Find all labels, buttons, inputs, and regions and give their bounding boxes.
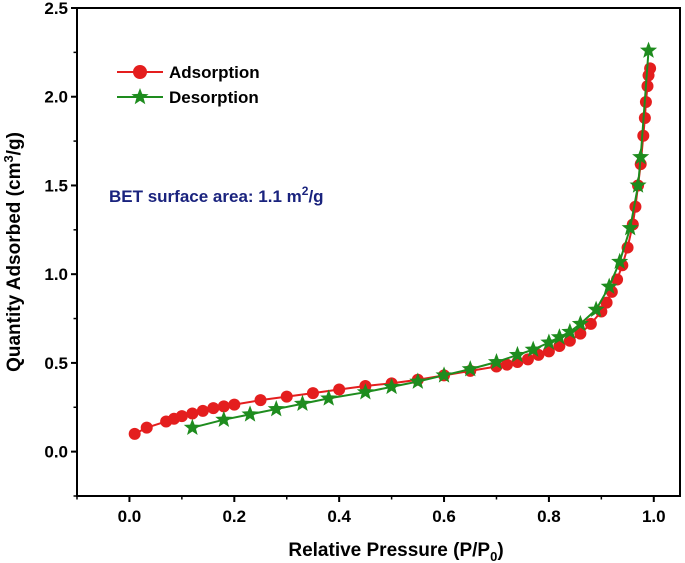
- adsorption-point: [553, 340, 566, 353]
- desorption-line: [192, 50, 650, 429]
- desorption-point: [409, 372, 427, 389]
- adsorption-point: [280, 390, 293, 403]
- adsorption-point: [639, 96, 652, 109]
- plot-frame: [76, 7, 681, 497]
- adsorption-point: [333, 383, 346, 396]
- adsorption-point: [196, 404, 209, 417]
- desorption-point: [320, 389, 338, 406]
- legend: Adsorption Desorption: [117, 63, 260, 107]
- desorption-point: [461, 360, 479, 377]
- x-axis-ticks: 0.0 0.2 0.4 0.6 0.8 1.0: [76, 496, 666, 526]
- desorption-point: [540, 333, 558, 350]
- y-tick-label: 1.5: [44, 176, 68, 195]
- legend-adsorption-label: Adsorption: [169, 63, 260, 82]
- legend-adsorption-marker: [133, 65, 147, 79]
- x-tick-label: 0.8: [537, 507, 561, 526]
- desorption-point: [183, 418, 201, 435]
- desorption-point: [629, 176, 647, 193]
- adsorption-point: [306, 387, 319, 400]
- desorption-point: [487, 353, 506, 370]
- adsorption-point: [228, 398, 241, 411]
- adsorption-point: [563, 334, 576, 347]
- desorption-point: [587, 300, 605, 317]
- x-axis-title: Relative Pressure (P/P0): [288, 540, 503, 563]
- desorption-point: [241, 405, 259, 422]
- desorption-point: [383, 377, 401, 395]
- adsorption-point: [638, 112, 651, 125]
- adsorption-point: [521, 353, 534, 366]
- bet-surface-area-annotation: BET surface area: 1.1 m2/g: [109, 184, 324, 206]
- adsorption-point: [629, 200, 642, 213]
- desorption-point: [611, 252, 629, 270]
- adsorption-point: [128, 427, 141, 440]
- desorption-point: [215, 410, 233, 427]
- y-tick-label: 0.5: [44, 354, 68, 373]
- desorption-point: [293, 394, 312, 411]
- desorption-point: [267, 400, 285, 417]
- adsorption-point: [637, 129, 650, 142]
- y-tick-label: 0.0: [44, 443, 68, 462]
- series-adsorption: [128, 62, 657, 440]
- desorption-point: [524, 340, 542, 357]
- desorption-point: [561, 322, 579, 340]
- y-tick-label: 2.5: [44, 0, 68, 18]
- series-layer: [128, 41, 658, 440]
- adsorption-point: [140, 421, 153, 434]
- y-axis-ticks: 0.0 0.5 1.0 1.5 2.0 2.5: [44, 0, 77, 497]
- desorption-point: [571, 314, 589, 332]
- adsorption-point: [186, 407, 199, 420]
- adsorption-point: [207, 402, 220, 415]
- y-axis-title: Quantity Adsorbed (cm3/g): [1, 132, 25, 372]
- x-tick-label: 1.0: [642, 507, 666, 526]
- series-desorption: [183, 41, 658, 435]
- desorption-point: [632, 148, 650, 165]
- adsorption-point: [644, 62, 657, 75]
- desorption-point: [600, 277, 618, 294]
- x-tick-label: 0.2: [222, 507, 246, 526]
- adsorption-point: [574, 327, 587, 340]
- y-tick-label: 2.0: [44, 88, 68, 107]
- y-tick-label: 1.0: [44, 265, 68, 284]
- desorption-point: [550, 328, 568, 345]
- desorption-point: [435, 366, 453, 383]
- adsorption-point: [641, 80, 654, 93]
- x-tick-label: 0.6: [432, 507, 456, 526]
- legend-desorption-label: Desorption: [169, 88, 259, 107]
- adsorption-point: [542, 345, 555, 358]
- adsorption-point: [500, 358, 513, 371]
- desorption-point: [621, 219, 639, 236]
- adsorption-point: [175, 410, 188, 423]
- x-tick-label: 0.0: [118, 507, 142, 526]
- x-tick-label: 0.4: [327, 507, 351, 526]
- desorption-point: [508, 345, 527, 363]
- legend-desorption-marker: [131, 88, 149, 105]
- adsorption-point: [600, 296, 613, 309]
- desorption-point: [639, 41, 658, 58]
- desorption-point: [356, 383, 374, 400]
- adsorption-point: [217, 400, 230, 413]
- adsorption-point: [584, 317, 597, 330]
- adsorption-point: [254, 394, 267, 407]
